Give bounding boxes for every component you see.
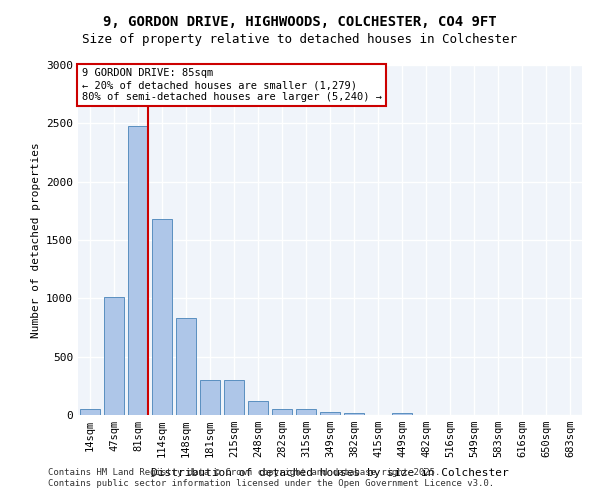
Bar [176,318,196,415]
X-axis label: Distribution of detached houses by size in Colchester: Distribution of detached houses by size … [151,468,509,478]
Bar [80,409,100,415]
Bar [248,401,268,415]
Bar [392,412,412,415]
Y-axis label: Number of detached properties: Number of detached properties [31,142,41,338]
Text: 9 GORDON DRIVE: 85sqm
← 20% of detached houses are smaller (1,279)
80% of semi-d: 9 GORDON DRIVE: 85sqm ← 20% of detached … [82,68,382,102]
Bar [320,412,340,415]
Bar [152,219,172,415]
Bar [272,408,292,415]
Text: Size of property relative to detached houses in Colchester: Size of property relative to detached ho… [83,32,517,46]
Text: 9, GORDON DRIVE, HIGHWOODS, COLCHESTER, CO4 9FT: 9, GORDON DRIVE, HIGHWOODS, COLCHESTER, … [103,15,497,29]
Bar [296,408,316,415]
Bar [104,297,124,415]
Bar [200,380,220,415]
Bar [224,380,244,415]
Text: Contains HM Land Registry data © Crown copyright and database right 2025.
Contai: Contains HM Land Registry data © Crown c… [48,468,494,487]
Bar [128,126,148,415]
Bar [344,412,364,415]
